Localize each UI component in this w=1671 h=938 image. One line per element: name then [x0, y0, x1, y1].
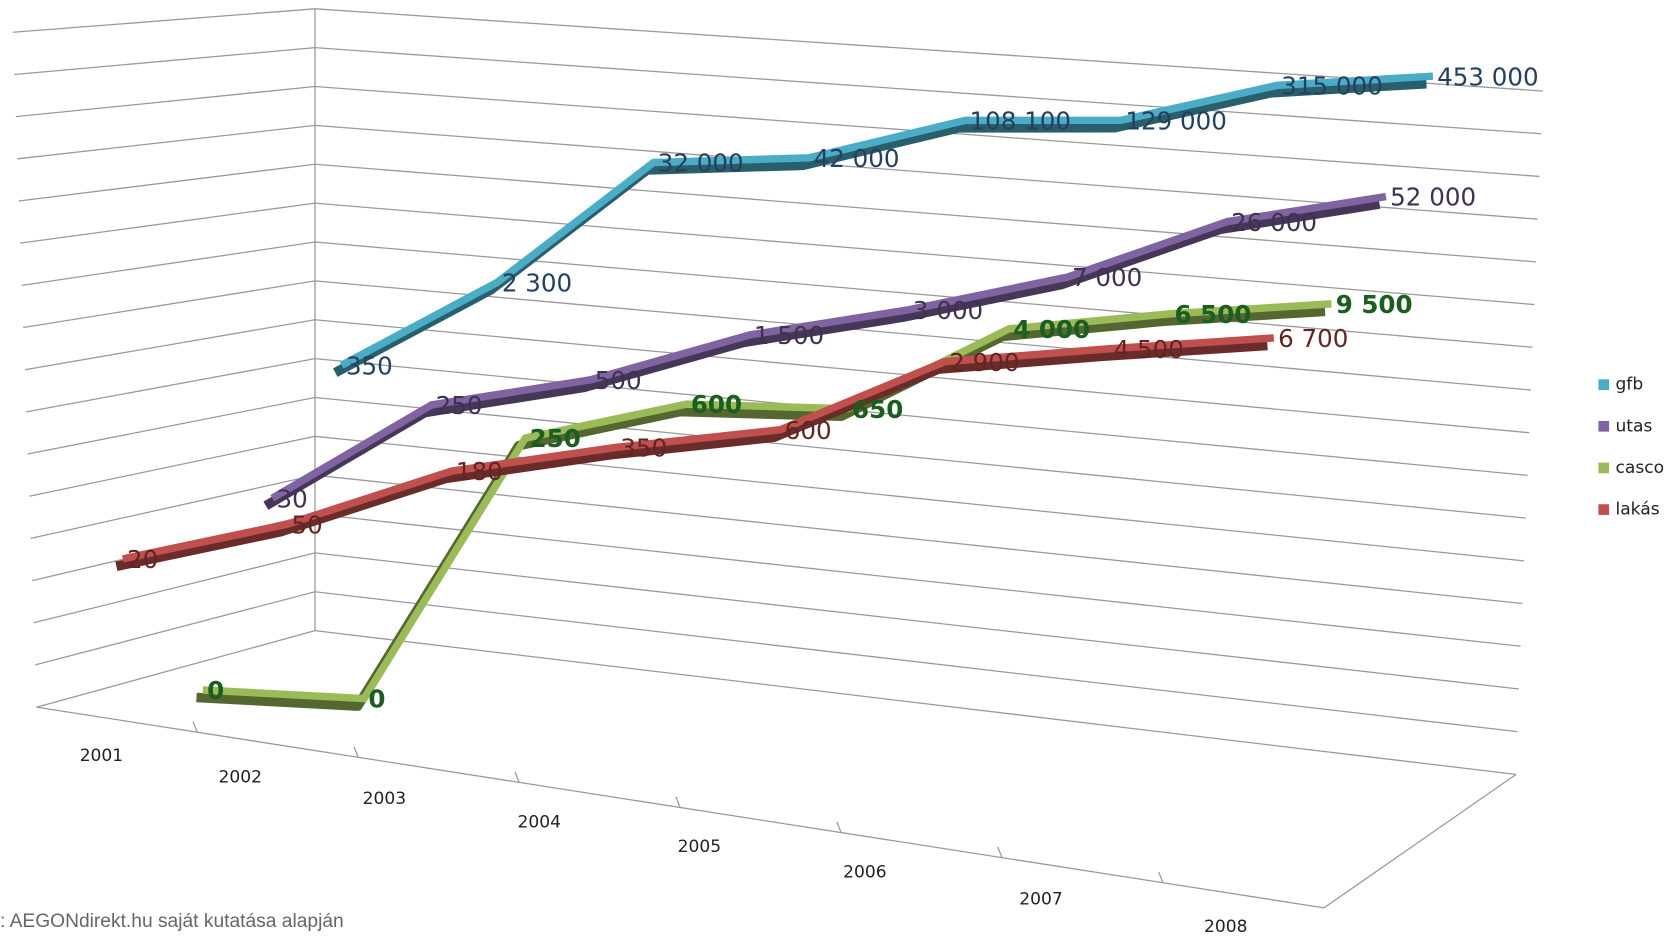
legend-label: lakás	[1615, 500, 1659, 520]
x-tick	[675, 796, 681, 808]
legend-swatch	[1598, 379, 1610, 390]
plot: 350 2 300 32 000 42 000 108 100 129 000 315 00…	[115, 62, 1539, 714]
data-label: 30	[277, 484, 308, 513]
data-label: 350	[620, 434, 667, 463]
wall-line	[35, 591, 1518, 733]
data-label: 6 500	[1175, 300, 1252, 329]
data-label: 9 500	[1336, 290, 1413, 319]
x-tick-label: 2006	[843, 863, 886, 883]
floor-edge	[36, 706, 1517, 909]
x-tick	[1158, 871, 1164, 883]
data-label: 52 000	[1390, 183, 1476, 212]
wall-line	[36, 630, 1516, 776]
data-label: 7 000	[1072, 263, 1142, 292]
data-label: 108 100	[970, 106, 1072, 135]
data-label: 0	[368, 685, 385, 714]
data-label: 600	[691, 390, 742, 419]
data-label: 2 900	[949, 348, 1019, 377]
x-tick	[997, 846, 1003, 858]
data-label: 4 500	[1114, 335, 1184, 364]
line-side	[115, 340, 1268, 572]
wall-line	[33, 552, 1520, 690]
data-label: 3 000	[913, 296, 983, 325]
data-label: 315 000	[1281, 71, 1383, 100]
legend: gfb utas casco lakás	[1598, 375, 1664, 520]
line	[122, 334, 1275, 563]
data-label: 453 000	[1437, 62, 1539, 91]
data-label: 2 300	[502, 268, 572, 297]
data-label: 42 000	[814, 144, 900, 173]
x-tick	[192, 721, 198, 733]
data-label: 500	[595, 366, 642, 395]
data-label: 20	[127, 545, 158, 574]
data-label: 32 000	[658, 149, 744, 178]
source: : AEGONdirekt.hu saját kutatása alapján	[0, 911, 344, 932]
data-label: 1 500	[754, 321, 824, 350]
data-label: 600	[785, 416, 832, 445]
floor	[36, 706, 1517, 909]
x-tick-label: 2008	[1204, 917, 1247, 937]
legend-label: casco	[1615, 458, 1664, 478]
data-label: 180	[456, 457, 503, 486]
data-label: 26 000	[1231, 208, 1317, 237]
data-label: 129 000	[1125, 106, 1227, 135]
line	[339, 72, 1434, 369]
x-tick-label: 2001	[80, 746, 123, 766]
data-label: 350	[346, 351, 393, 380]
grid: 2001 2002 2003 2004 2005 2006 2007 2008	[12, 8, 1543, 937]
x-tick-label: 2007	[1019, 889, 1062, 909]
line-side	[263, 199, 1381, 510]
x-tick-label: 2002	[219, 768, 262, 788]
data-label: 250	[436, 391, 483, 420]
legend-label: utas	[1615, 416, 1652, 436]
data-label: 4 000	[1013, 315, 1090, 344]
data-label: 0	[207, 676, 224, 705]
legend-swatch	[1598, 462, 1610, 474]
x-tick-label: 2005	[678, 837, 721, 857]
x-tick-label: 2004	[517, 812, 560, 832]
legend-swatch	[1598, 504, 1610, 515]
x-tick-label: 2003	[363, 789, 406, 809]
line	[202, 300, 1332, 703]
data-label: 650	[852, 395, 903, 424]
x-tick	[514, 771, 520, 783]
x-tick	[836, 821, 842, 833]
data-label: 6 700	[1278, 324, 1348, 353]
legend-swatch	[1598, 420, 1610, 432]
data-label: 50	[291, 510, 322, 539]
data-label: 250	[530, 424, 581, 453]
line	[270, 192, 1387, 502]
x-tick	[353, 746, 359, 758]
legend-label: gfb	[1615, 375, 1643, 395]
